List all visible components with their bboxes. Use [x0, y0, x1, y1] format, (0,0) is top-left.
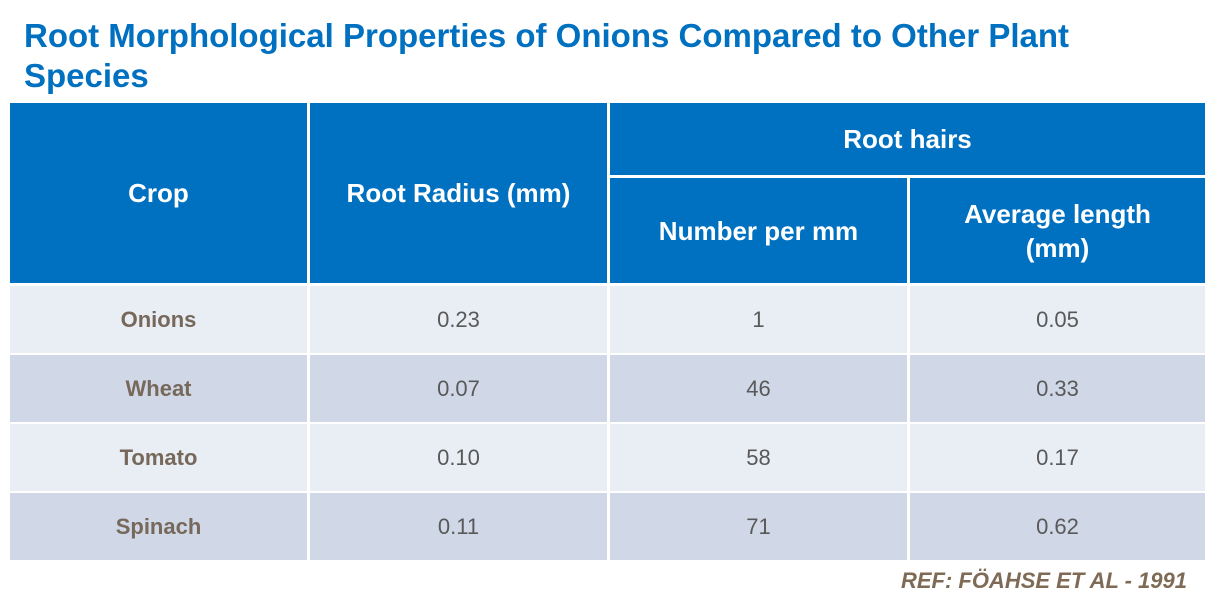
header-cell: Average length (mm) — [910, 178, 1205, 283]
header-cell: Root hairs — [610, 103, 1205, 175]
data-cell: 0.05 — [910, 286, 1205, 353]
data-cell: 0.33 — [910, 355, 1205, 422]
data-cell: 0.11 — [310, 493, 607, 560]
data-cell: 46 — [610, 355, 907, 422]
data-cell: 0.62 — [910, 493, 1205, 560]
crop-cell: Onions — [10, 286, 307, 353]
data-cell: 0.17 — [910, 424, 1205, 491]
data-cell: 0.23 — [310, 286, 607, 353]
title: Root Morphological Properties of Onions … — [24, 17, 1070, 94]
header-cell: Number per mm — [610, 178, 907, 283]
crop-cell: Spinach — [10, 493, 307, 560]
data-cell: 71 — [610, 493, 907, 560]
header-cell: Root Radius (mm) — [310, 103, 607, 283]
data-cell: 0.10 — [310, 424, 607, 491]
data-cell: 0.07 — [310, 355, 607, 422]
data-cell: 58 — [610, 424, 907, 491]
header-cell: Crop — [10, 103, 307, 283]
data-cell: 1 — [610, 286, 907, 353]
crop-cell: Tomato — [10, 424, 307, 491]
reference: REF: FÖAHSE ET AL - 1991 — [900, 568, 1187, 593]
crop-cell: Wheat — [10, 355, 307, 422]
